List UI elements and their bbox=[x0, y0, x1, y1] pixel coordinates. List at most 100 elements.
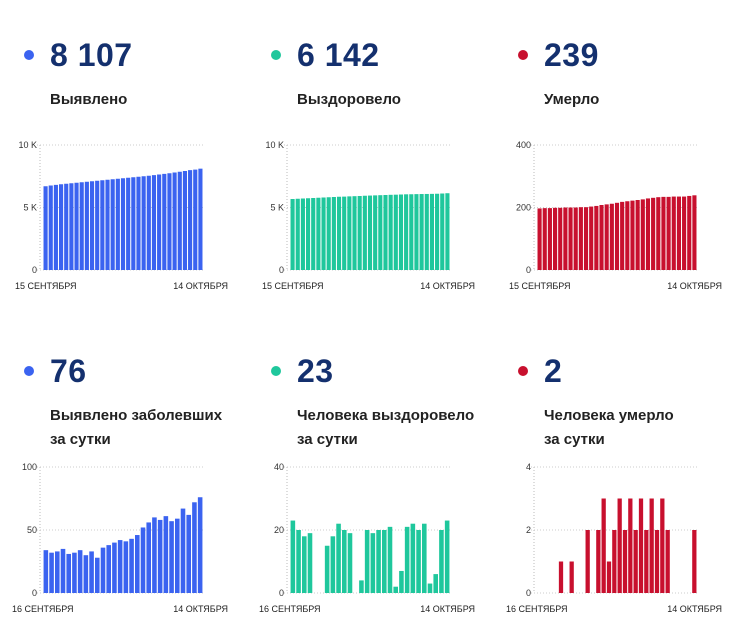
x-end-label: 14 ОКТЯБРЯ bbox=[420, 281, 475, 291]
bar bbox=[180, 508, 186, 593]
bar bbox=[175, 518, 180, 593]
bar bbox=[152, 517, 157, 593]
bar bbox=[414, 194, 419, 270]
bar bbox=[676, 196, 681, 270]
bar bbox=[347, 533, 353, 593]
bar bbox=[665, 530, 670, 593]
bar bbox=[112, 542, 117, 593]
bar bbox=[427, 583, 433, 593]
stat-panel-recovered: 6 142 Выздоровело 0 5 K 10 K 15 СЕНТЯБРЯ 14 … bbox=[247, 0, 492, 310]
bar bbox=[311, 198, 316, 270]
bar bbox=[547, 208, 552, 270]
daily-detected-value: 76 bbox=[50, 353, 87, 389]
bar bbox=[654, 530, 660, 593]
bar bbox=[146, 522, 151, 593]
bar bbox=[336, 196, 342, 270]
bar bbox=[656, 197, 661, 270]
y-tick-label: 50 bbox=[27, 525, 37, 535]
bar bbox=[321, 197, 326, 270]
bar bbox=[362, 195, 367, 270]
bar bbox=[120, 178, 126, 270]
bar bbox=[100, 180, 105, 270]
total-recovered-value: 6 142 bbox=[297, 37, 380, 73]
bar bbox=[620, 201, 625, 270]
total-deaths-label: Умерло bbox=[544, 88, 599, 112]
x-start-label: 15 СЕНТЯБРЯ bbox=[509, 281, 571, 291]
bar bbox=[105, 179, 110, 270]
bar bbox=[336, 523, 341, 593]
bar bbox=[162, 173, 167, 270]
bar bbox=[307, 533, 313, 593]
bar bbox=[364, 530, 370, 593]
bar bbox=[167, 173, 172, 270]
y-tick-label: 0 bbox=[279, 588, 284, 598]
chart-total-detected: 0 5 K 10 K 15 СЕНТЯБРЯ 14 ОКТЯБРЯ bbox=[15, 140, 228, 291]
bar bbox=[644, 530, 649, 593]
bar bbox=[66, 553, 71, 593]
bar bbox=[410, 523, 416, 593]
bar bbox=[182, 171, 187, 270]
bar bbox=[157, 174, 162, 270]
bar bbox=[640, 199, 645, 270]
bar bbox=[296, 530, 301, 593]
bar bbox=[630, 200, 635, 270]
bar bbox=[106, 545, 111, 593]
bar bbox=[585, 530, 590, 593]
bar bbox=[290, 520, 296, 593]
y-tick-label: 0 bbox=[32, 265, 37, 275]
bar bbox=[342, 530, 347, 593]
x-start-label: 16 СЕНТЯБРЯ bbox=[12, 604, 74, 614]
bar bbox=[140, 527, 146, 593]
bar bbox=[370, 533, 376, 593]
bar bbox=[136, 176, 141, 270]
bar bbox=[661, 196, 666, 270]
bar bbox=[83, 555, 89, 593]
stat-panel-detected: 8 107 Выявлено 0 5 K 10 K 15 СЕНТЯБРЯ 14 ОКТ… bbox=[0, 0, 245, 310]
label-line: за сутки bbox=[544, 431, 605, 448]
bar bbox=[186, 514, 191, 593]
bar bbox=[290, 199, 295, 270]
bar bbox=[439, 530, 444, 593]
bar bbox=[393, 194, 398, 270]
bar bbox=[157, 519, 163, 593]
bar bbox=[614, 202, 620, 270]
bar bbox=[393, 586, 398, 593]
bar bbox=[59, 184, 64, 270]
bar bbox=[622, 530, 628, 593]
bar bbox=[625, 201, 630, 270]
bar bbox=[172, 172, 177, 270]
daily-detected-label: Выявлено заболевших за сутки bbox=[50, 404, 222, 452]
y-tick-label: 10 K bbox=[18, 140, 37, 150]
chart-total-deaths: 0 200 400 15 СЕНТЯБРЯ 14 ОКТЯБРЯ bbox=[509, 140, 722, 291]
y-tick-label: 5 K bbox=[270, 203, 284, 213]
bar bbox=[604, 204, 609, 270]
y-tick-label: 4 bbox=[526, 462, 531, 472]
bar bbox=[671, 196, 676, 270]
bar bbox=[617, 498, 622, 593]
bar bbox=[568, 207, 573, 270]
bar bbox=[440, 193, 445, 270]
label-line: Человека умерло bbox=[544, 407, 674, 424]
bar bbox=[129, 538, 134, 593]
daily-recovered-label: Человека выздоровело за сутки bbox=[297, 404, 474, 452]
bar bbox=[553, 207, 558, 270]
x-end-label: 14 ОКТЯБРЯ bbox=[173, 604, 228, 614]
x-start-label: 16 СЕНТЯБРЯ bbox=[506, 604, 568, 614]
bar bbox=[382, 530, 387, 593]
bar bbox=[115, 178, 120, 270]
label-line: Выявлено заболевших bbox=[50, 407, 223, 424]
bar bbox=[163, 516, 169, 593]
bar bbox=[74, 182, 79, 270]
bar bbox=[645, 198, 651, 270]
bar bbox=[347, 196, 352, 270]
bar bbox=[123, 541, 129, 593]
bar bbox=[79, 182, 84, 270]
y-tick-label: 400 bbox=[516, 140, 531, 150]
y-tick-label: 0 bbox=[526, 265, 531, 275]
bar bbox=[84, 181, 89, 270]
bar bbox=[635, 200, 640, 270]
bar bbox=[651, 197, 656, 270]
bar bbox=[43, 550, 49, 593]
bar bbox=[306, 198, 311, 270]
bar bbox=[387, 526, 393, 593]
